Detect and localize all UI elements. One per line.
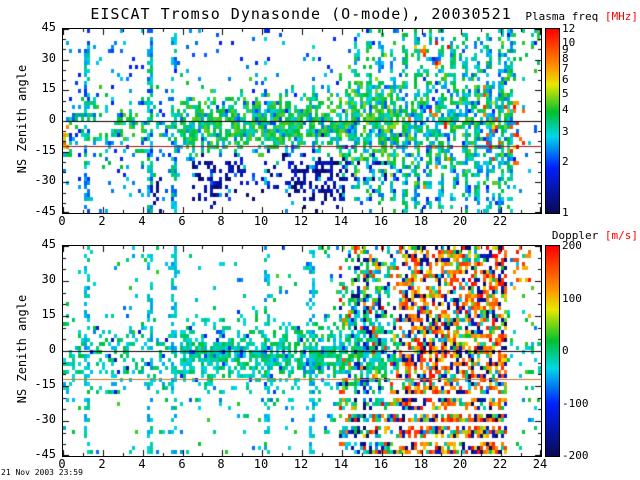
x-tick-label: 6 bbox=[178, 214, 186, 228]
x-tick-label: 0 bbox=[58, 457, 66, 471]
colorbar-tick-label: 0 bbox=[562, 344, 569, 357]
x-tick-label: 2 bbox=[98, 457, 106, 471]
x-tick-label: 16 bbox=[373, 214, 389, 228]
colorbar-tick-label: 8 bbox=[562, 52, 569, 65]
x-tick-label: 12 bbox=[293, 457, 309, 471]
colorbar-tick-label: 5 bbox=[562, 87, 569, 100]
x-tick-label: 18 bbox=[413, 214, 429, 228]
y-tick-label: 0 bbox=[48, 342, 56, 356]
x-tick-label: 10 bbox=[253, 214, 269, 228]
x-tick-label: 20 bbox=[452, 457, 468, 471]
y-tick-label: -30 bbox=[34, 412, 56, 426]
y-tick-label: 15 bbox=[41, 307, 56, 321]
x-tick-label: 24 bbox=[532, 457, 548, 471]
y-tick-label: 0 bbox=[48, 112, 56, 126]
doppler-colorbar bbox=[545, 245, 560, 457]
x-tick-label: 22 bbox=[492, 214, 508, 228]
plasma-colorbar-units: [MHz] bbox=[598, 10, 638, 23]
y-tick-label: -45 bbox=[34, 447, 56, 461]
doppler-colorbar-title-text: Doppler bbox=[551, 229, 599, 242]
y-tick-label: -15 bbox=[34, 377, 56, 391]
colorbar-tick-label: 9 bbox=[562, 43, 569, 56]
colorbar-tick-label: -200 bbox=[562, 449, 589, 462]
colorbar-tick-label: 2 bbox=[562, 155, 569, 168]
y-tick-label: 45 bbox=[41, 20, 56, 34]
y-tick-label: -15 bbox=[34, 143, 56, 157]
colorbar-tick-label: 200 bbox=[562, 239, 582, 252]
y-axis-label-bottom: NS Zenith angle bbox=[15, 294, 29, 404]
y-tick-label: 45 bbox=[41, 237, 56, 251]
x-tick-label: 4 bbox=[138, 457, 146, 471]
x-tick-label: 14 bbox=[333, 457, 349, 471]
plasma-freq-panel bbox=[62, 28, 542, 214]
doppler-colorbar-units: [m/s] bbox=[598, 229, 638, 242]
x-tick-label: 18 bbox=[413, 457, 429, 471]
doppler-panel bbox=[62, 245, 542, 457]
x-tick-label: 8 bbox=[217, 214, 225, 228]
colorbar-tick-label: -100 bbox=[562, 397, 589, 410]
x-tick-label: 20 bbox=[452, 214, 468, 228]
x-tick-label: 22 bbox=[492, 457, 508, 471]
plasma-colorbar-title-text: Plasma freq bbox=[525, 10, 599, 23]
x-tick-label: 10 bbox=[253, 457, 269, 471]
y-tick-label: 30 bbox=[41, 272, 56, 286]
x-tick-label: 2 bbox=[98, 214, 106, 228]
x-tick-label: 6 bbox=[178, 457, 186, 471]
colorbar-tick-label: 4 bbox=[562, 103, 569, 116]
colorbar-tick-label: 10 bbox=[562, 36, 576, 49]
colorbar-tick-label: 6 bbox=[562, 73, 569, 86]
chart-title: EISCAT Tromso Dynasonde (O-mode), 200305… bbox=[90, 5, 512, 23]
y-tick-label: 30 bbox=[41, 51, 56, 65]
colorbar-tick-label: 12 bbox=[562, 22, 576, 35]
x-tick-label: 0 bbox=[58, 214, 66, 228]
y-tick-label: -30 bbox=[34, 173, 56, 187]
plasma-freq-colorbar bbox=[545, 28, 560, 214]
x-tick-label: 14 bbox=[333, 214, 349, 228]
doppler-colorbar-title: Doppler [m/s] bbox=[552, 229, 638, 242]
colorbar-tick-label: 1 bbox=[562, 206, 569, 219]
colorbar-tick-label: 100 bbox=[562, 292, 582, 305]
colorbar-tick-label: 7 bbox=[562, 62, 569, 75]
x-tick-label: 8 bbox=[217, 457, 225, 471]
plasma-colorbar-title: Plasma freq [MHz] bbox=[525, 10, 638, 23]
timestamp: 21 Nov 2003 23:59 bbox=[1, 468, 83, 477]
x-tick-label: 4 bbox=[138, 214, 146, 228]
x-tick-label: 12 bbox=[293, 214, 309, 228]
y-axis-label-top: NS Zenith angle bbox=[15, 64, 29, 174]
colorbar-tick-label: 3 bbox=[562, 125, 569, 138]
x-tick-label: 16 bbox=[373, 457, 389, 471]
y-tick-label: 15 bbox=[41, 81, 56, 95]
y-tick-label: -45 bbox=[34, 204, 56, 218]
